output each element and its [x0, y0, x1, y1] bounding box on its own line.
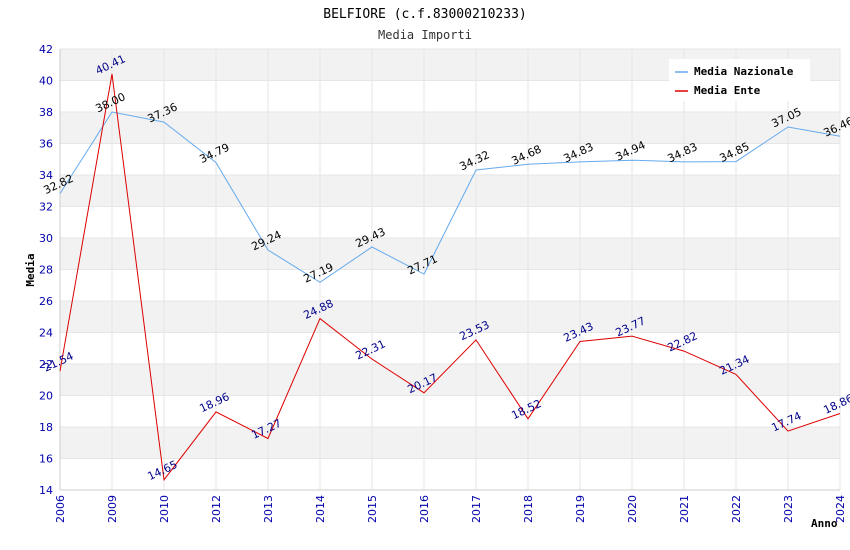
series-line-media-ente — [59, 73, 841, 482]
x-tick-label: 2021 — [678, 495, 691, 523]
grid-band — [60, 395, 840, 427]
x-tick-label: 2009 — [106, 495, 119, 523]
y-tick-label: 32 — [39, 201, 53, 214]
x-tick-label: 2018 — [522, 495, 535, 523]
y-tick-label: 34 — [39, 169, 53, 182]
y-tick-label: 40 — [39, 75, 53, 88]
y-tick-label: 36 — [39, 138, 53, 151]
y-tick-label: 30 — [39, 232, 53, 245]
x-tick-label: 2016 — [418, 495, 431, 523]
y-axis-label: Media — [24, 253, 37, 286]
x-axis-ticks: 2006 2009 2010 2012 2013 2014 2015 2016 2017 2018… — [54, 495, 847, 523]
x-tick-label: 2006 — [54, 495, 67, 523]
x-tick-label: 2017 — [470, 495, 483, 523]
y-tick-label: 14 — [39, 484, 53, 497]
x-tick-label: 2010 — [158, 495, 171, 523]
grid-band — [60, 269, 840, 301]
series-lines — [59, 73, 841, 482]
x-tick-label: 2019 — [574, 495, 587, 523]
legend-label-media-nazionale: Media Nazionale — [694, 65, 794, 78]
x-tick-label: 2015 — [366, 495, 379, 523]
grid-band — [60, 112, 840, 144]
x-tick-label: 2020 — [626, 495, 639, 523]
grid-band — [60, 175, 840, 207]
x-tick-label: 2012 — [210, 495, 223, 523]
chart-title: BELFIORE (c.f.83000210233) — [323, 7, 527, 22]
grid-band — [60, 458, 840, 490]
x-tick-label: 2022 — [730, 495, 743, 523]
grid-band — [60, 143, 840, 175]
legend-label-media-ente: Media Ente — [694, 84, 761, 97]
grid-bands — [59, 48, 841, 491]
y-tick-label: 42 — [39, 43, 53, 56]
grid-band — [60, 332, 840, 364]
y-tick-label: 26 — [39, 295, 53, 308]
grid-band — [60, 427, 840, 459]
y-tick-label: 28 — [39, 264, 53, 277]
grid-band — [60, 364, 840, 396]
chart-subtitle: Media Importi — [378, 28, 472, 42]
y-tick-label: 16 — [39, 453, 53, 466]
x-axis-label: Anno — [811, 517, 838, 530]
x-tick-label: 2024 — [834, 495, 847, 523]
y-tick-label: 20 — [39, 390, 53, 403]
legend-box — [669, 59, 810, 101]
grid-band — [60, 301, 840, 333]
x-tick-label: 2014 — [314, 495, 327, 523]
y-axis-ticks: 14 16 18 20 22 24 26 28 30 32 34 36 38 40 42 — [39, 43, 53, 497]
y-tick-label: 18 — [39, 421, 53, 434]
y-tick-label: 24 — [39, 327, 53, 340]
grid-band — [60, 238, 840, 270]
y-tick-label: 38 — [39, 106, 53, 119]
series-line-media-nazionale — [59, 111, 841, 283]
y-tick-label: 22 — [39, 358, 53, 371]
x-tick-label: 2013 — [262, 495, 275, 523]
x-tick-label: 2023 — [782, 495, 795, 523]
legend: Media Nazionale Media Ente — [669, 59, 810, 101]
